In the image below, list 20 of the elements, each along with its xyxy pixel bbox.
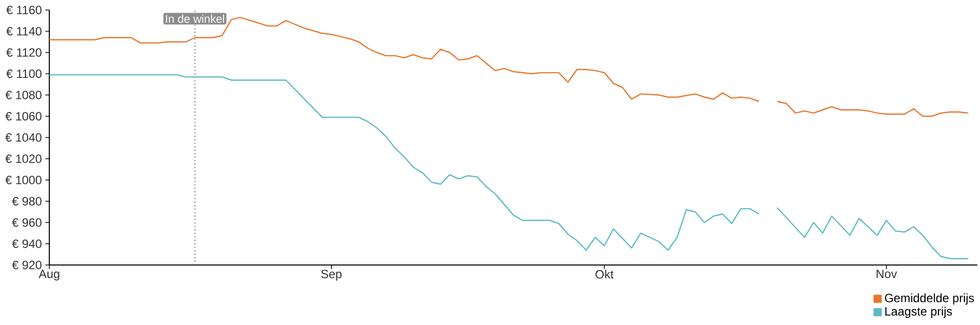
y-tick-label: € 960 bbox=[12, 218, 42, 227]
legend-label: Gemiddelde prijs bbox=[884, 293, 974, 305]
legend-label: Laagste prijs bbox=[885, 306, 952, 318]
x-tick-label: Nov bbox=[876, 270, 897, 278]
y-tick-label: € 920 bbox=[12, 260, 42, 270]
y-tick-label: € 1040 bbox=[5, 133, 42, 142]
y-tick-label: € 1160 bbox=[6, 6, 42, 14]
x-tick-label: Aug bbox=[38, 270, 60, 280]
y-tick-label: € 1120 bbox=[6, 48, 42, 57]
y-tick-label: € 1100 bbox=[6, 69, 42, 78]
x-tick-label: Okt bbox=[596, 270, 614, 279]
y-tick-label: € 980 bbox=[12, 196, 42, 206]
y-tick-label: € 940 bbox=[12, 239, 42, 248]
x-tick-label: Sep bbox=[321, 270, 342, 281]
ref-line-label: In de winkel bbox=[166, 14, 224, 23]
y-tick-label: € 1000 bbox=[5, 176, 42, 184]
y-tick-label: € 1080 bbox=[5, 90, 42, 100]
y-tick-label: € 1020 bbox=[5, 154, 42, 164]
y-tick-label: € 1060 bbox=[5, 112, 42, 121]
y-tick-label: € 1140 bbox=[6, 26, 42, 36]
